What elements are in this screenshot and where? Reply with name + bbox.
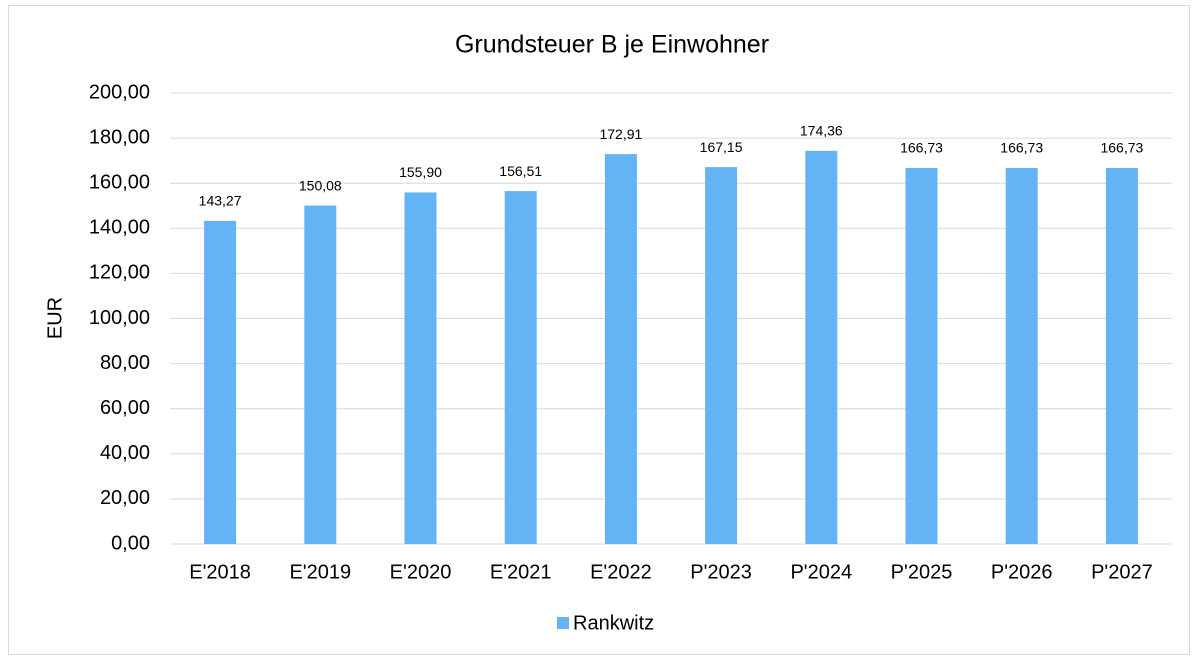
chart-title: Grundsteuer B je Einwohner xyxy=(455,31,769,59)
x-tick-label: P'2025 xyxy=(891,561,953,583)
y-tick-label: 160,00 xyxy=(89,171,150,193)
x-tick-label: E'2021 xyxy=(490,561,552,583)
value-label: 166,73 xyxy=(1000,140,1043,156)
x-tick-label: E'2019 xyxy=(289,561,351,583)
y-tick-label: 60,00 xyxy=(100,397,150,419)
x-tick-label: E'2020 xyxy=(390,561,452,583)
y-tick-label: 140,00 xyxy=(89,217,150,239)
bar xyxy=(905,168,938,544)
value-label: 143,27 xyxy=(199,193,242,209)
x-tick-label: P'2024 xyxy=(790,561,852,583)
y-tick-label: 20,00 xyxy=(100,487,150,509)
value-label: 172,91 xyxy=(599,126,642,142)
y-tick-label: 120,00 xyxy=(89,262,150,284)
bar xyxy=(805,150,838,544)
y-tick-label: 200,00 xyxy=(89,81,150,103)
y-tick-label: 180,00 xyxy=(89,126,150,148)
x-tick-label: P'2023 xyxy=(690,561,752,583)
y-axis-label: EUR xyxy=(44,297,66,339)
bar xyxy=(1005,168,1038,544)
y-tick-label: 0,00 xyxy=(111,532,150,554)
bar xyxy=(604,154,637,544)
value-label: 150,08 xyxy=(299,177,342,193)
value-label: 155,90 xyxy=(399,164,442,180)
value-label: 167,15 xyxy=(700,139,743,155)
y-tick-label: 40,00 xyxy=(100,442,150,464)
value-label: 174,36 xyxy=(800,123,843,139)
bar xyxy=(705,167,738,544)
y-tick-label: 100,00 xyxy=(89,307,150,329)
bar xyxy=(304,205,337,545)
x-tick-label: E'2022 xyxy=(590,561,652,583)
bar xyxy=(204,220,237,544)
y-tick-label: 80,00 xyxy=(100,352,150,374)
value-label: 166,73 xyxy=(1100,140,1143,156)
x-tick-label: E'2018 xyxy=(189,561,251,583)
x-tick-label: P'2027 xyxy=(1091,561,1153,583)
bar xyxy=(1105,168,1138,544)
legend-label: Rankwitz xyxy=(573,612,654,634)
bar xyxy=(504,191,537,544)
x-tick-label: P'2026 xyxy=(991,561,1053,583)
legend-swatch xyxy=(557,617,569,629)
value-label: 166,73 xyxy=(900,140,943,156)
bar xyxy=(404,192,437,544)
value-label: 156,51 xyxy=(499,163,542,179)
